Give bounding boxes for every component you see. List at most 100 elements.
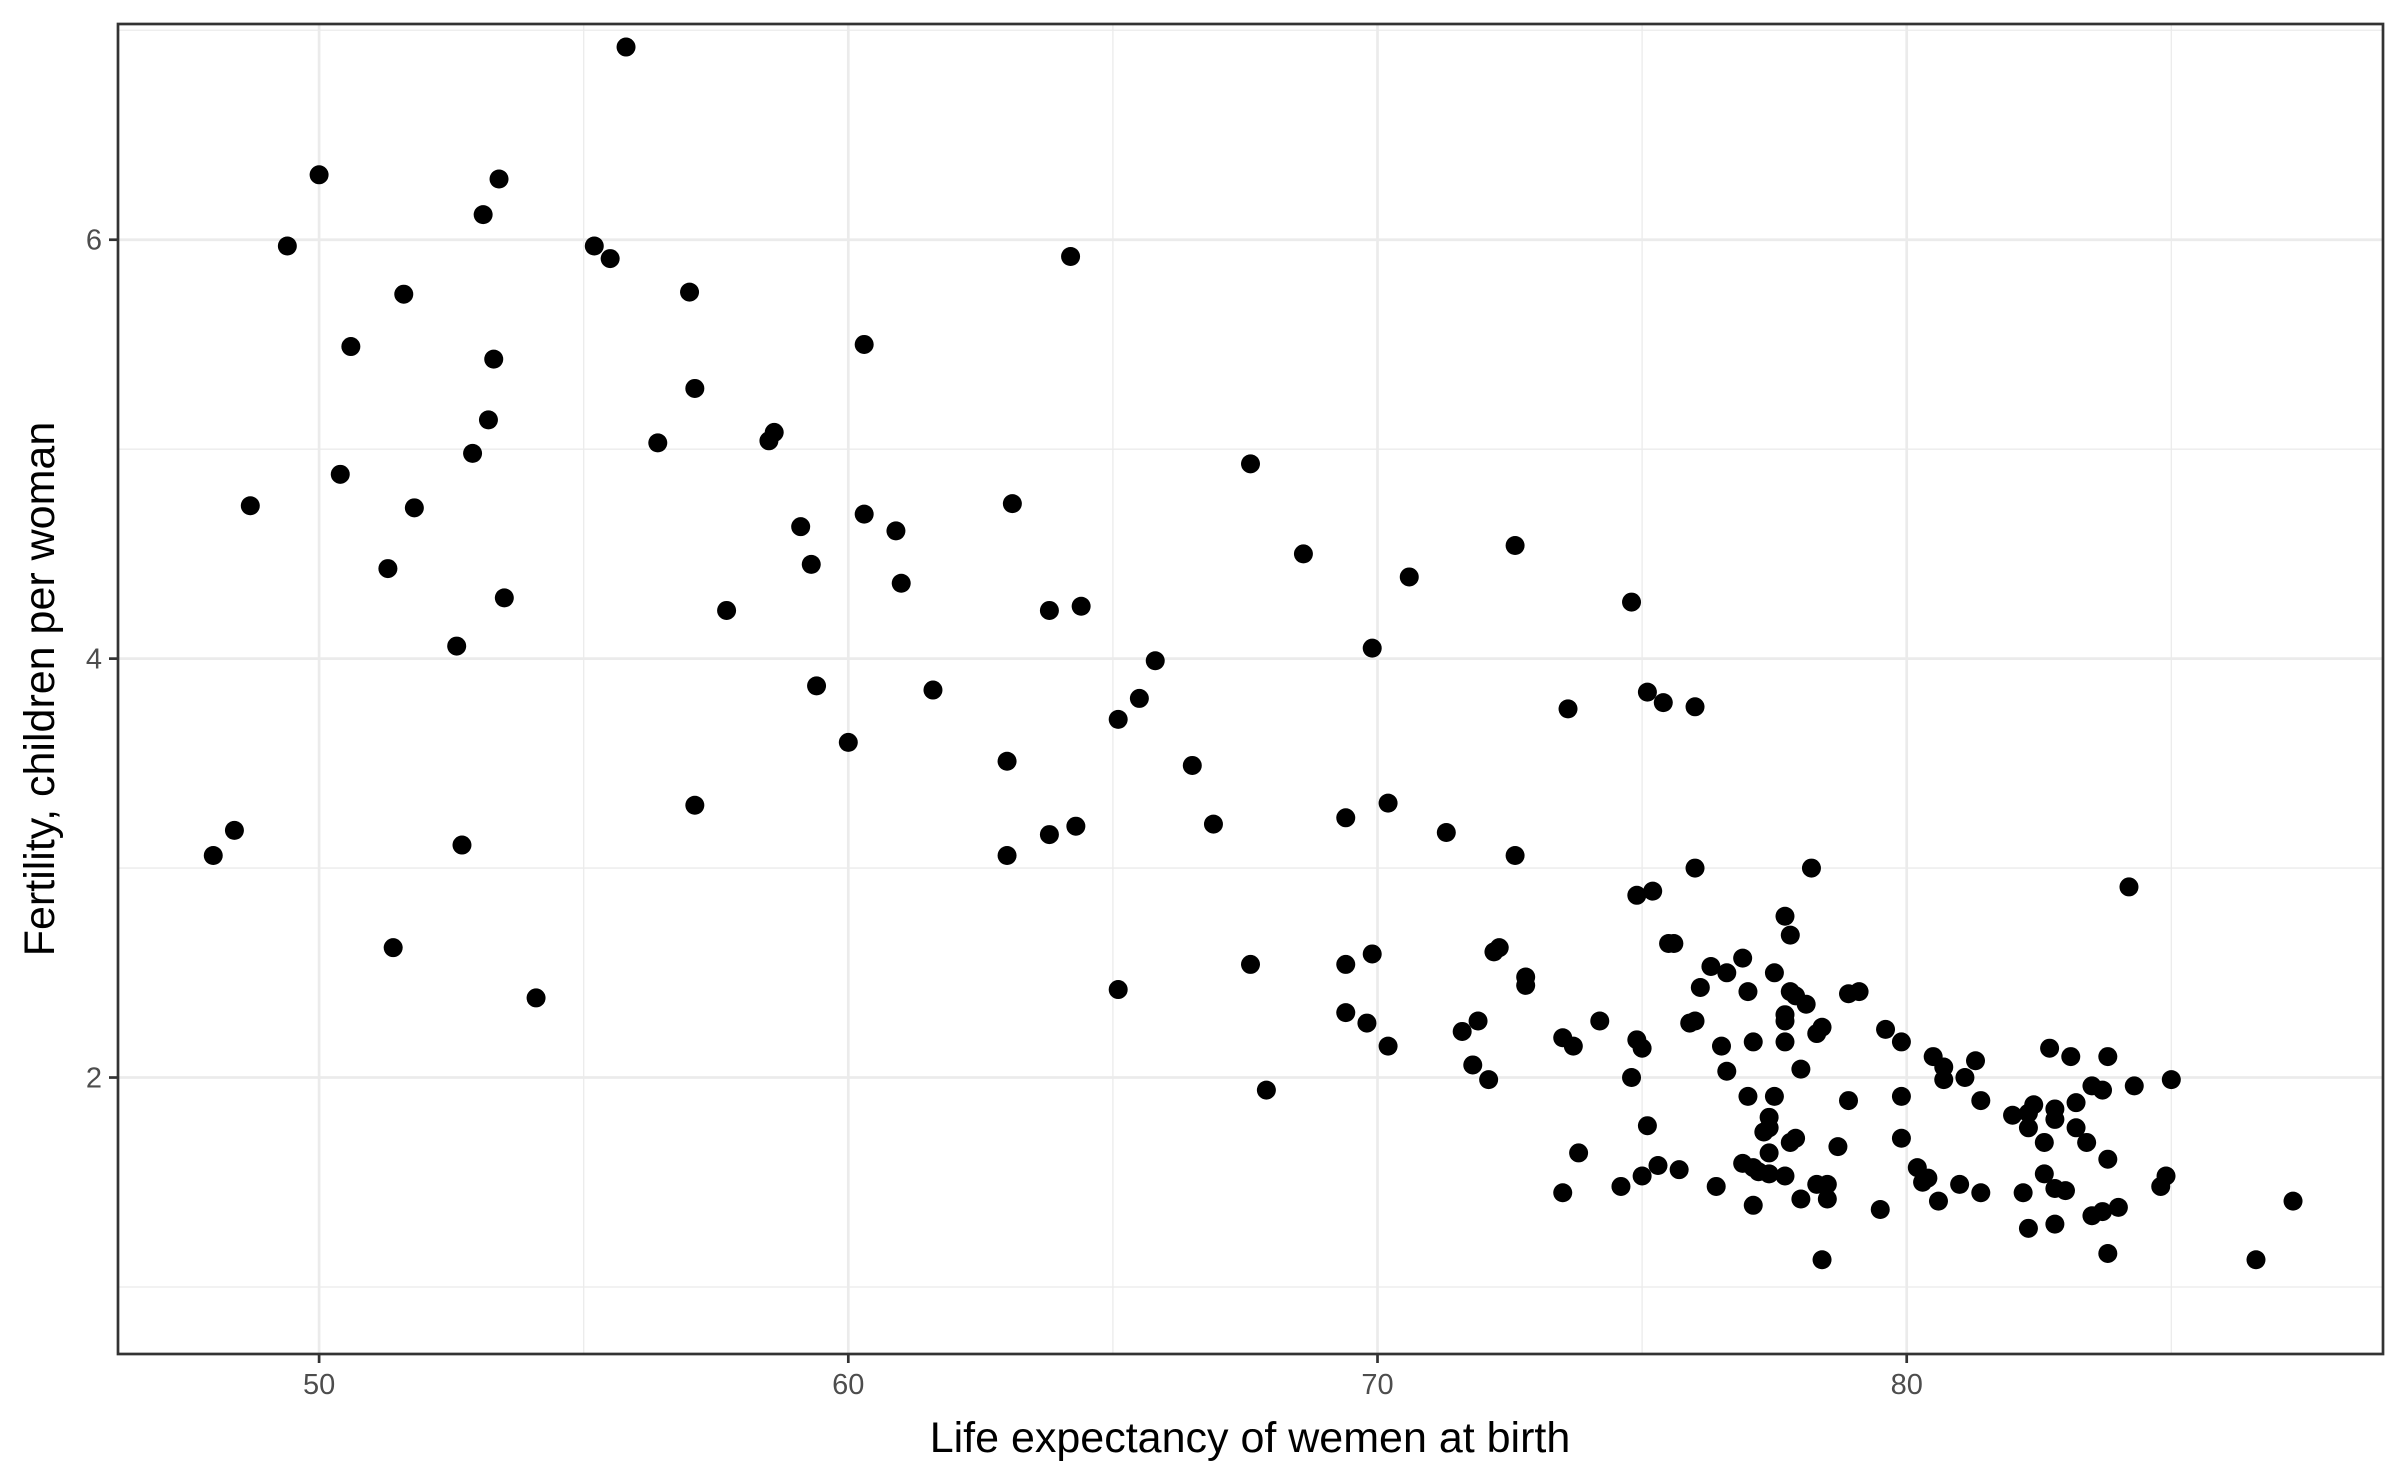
- data-point: [854, 504, 874, 524]
- data-point: [838, 732, 858, 752]
- data-point: [2018, 1118, 2038, 1138]
- data-point: [1950, 1174, 1970, 1194]
- data-point: [1061, 246, 1081, 266]
- data-point: [1632, 1166, 1652, 1186]
- data-point: [2161, 1070, 2181, 1090]
- data-point: [1484, 942, 1504, 962]
- data-point: [1764, 963, 1784, 983]
- data-point: [1643, 881, 1663, 901]
- data-point: [2151, 1176, 2171, 1196]
- data-point: [2061, 1047, 2081, 1067]
- data-point: [680, 282, 700, 302]
- data-point: [1505, 846, 1525, 866]
- y-axis-title: Fertility, children per woman: [16, 422, 64, 957]
- data-point: [1839, 1091, 1859, 1111]
- data-point: [685, 378, 705, 398]
- data-point: [378, 559, 398, 579]
- data-point: [224, 820, 244, 840]
- data-point: [1378, 793, 1398, 813]
- minor-gridlines: [118, 24, 2383, 1354]
- data-point: [203, 846, 223, 866]
- x-tick-label: 60: [832, 1369, 864, 1401]
- data-point: [2066, 1093, 2086, 1113]
- data-point: [1569, 1143, 1589, 1163]
- data-point: [2055, 1181, 2075, 1201]
- data-point: [1701, 957, 1721, 977]
- data-point: [1775, 1032, 1795, 1052]
- plot-border: [116, 22, 2385, 1356]
- data-point: [600, 249, 620, 269]
- data-point: [1870, 1199, 1890, 1219]
- data-point: [1738, 1086, 1758, 1106]
- data-point: [2003, 1105, 2023, 1125]
- data-point: [2098, 1047, 2118, 1067]
- data-point: [1637, 1116, 1657, 1136]
- x-tick-label: 50: [303, 1369, 335, 1401]
- data-point: [2013, 1183, 2033, 1203]
- data-point: [2045, 1109, 2065, 1129]
- data-point: [685, 795, 705, 815]
- data-point: [2066, 1118, 2086, 1138]
- data-point: [1913, 1172, 1933, 1192]
- data-point: [2034, 1164, 2054, 1184]
- data-point: [1336, 954, 1356, 974]
- data-point: [1203, 814, 1223, 834]
- data-point: [394, 284, 414, 304]
- data-point: [2108, 1197, 2128, 1217]
- data-point: [1738, 982, 1758, 1002]
- data-point: [1558, 699, 1578, 719]
- data-point: [1775, 1166, 1795, 1186]
- data-point: [1293, 544, 1313, 564]
- data-point: [1436, 822, 1456, 842]
- data-point: [1764, 1086, 1784, 1106]
- data-point: [1452, 1021, 1472, 1041]
- data-point: [1468, 1011, 1488, 1031]
- data-point: [1002, 494, 1022, 514]
- data-point: [1648, 1155, 1668, 1175]
- data-point: [1362, 638, 1382, 658]
- data-point: [2098, 1149, 2118, 1169]
- data-point: [1071, 596, 1091, 616]
- data-point: [1516, 975, 1536, 995]
- data-point: [1669, 1160, 1689, 1180]
- data-point: [1553, 1183, 1573, 1203]
- data-point: [1622, 592, 1642, 612]
- data-point: [2124, 1076, 2144, 1096]
- y-axis-ticks: 2 4 6: [86, 225, 118, 1095]
- data-point: [717, 600, 737, 620]
- y-tick-label: 2: [86, 1063, 102, 1095]
- data-point: [2040, 1038, 2060, 1058]
- data-point: [1711, 1036, 1731, 1056]
- data-point: [1796, 994, 1816, 1014]
- data-point: [1807, 1024, 1827, 1044]
- y-tick-label: 6: [86, 225, 102, 257]
- data-point: [891, 573, 911, 593]
- data-point: [1791, 1059, 1811, 1079]
- data-point: [478, 410, 498, 430]
- data-point: [1590, 1011, 1610, 1031]
- data-point: [2082, 1206, 2102, 1226]
- data-point: [447, 636, 467, 656]
- data-point: [1828, 1137, 1848, 1157]
- data-point: [1685, 858, 1705, 878]
- data-point: [1780, 925, 1800, 945]
- data-point: [1971, 1091, 1991, 1111]
- data-point: [1632, 1038, 1652, 1058]
- data-point: [1759, 1143, 1779, 1163]
- data-point: [1733, 948, 1753, 968]
- data-point: [1145, 651, 1165, 671]
- data-point: [791, 517, 811, 537]
- data-point: [240, 496, 260, 516]
- data-point: [2045, 1214, 2065, 1234]
- data-point: [1891, 1086, 1911, 1106]
- data-point: [489, 169, 509, 189]
- data-point: [1505, 536, 1525, 556]
- data-point: [2119, 877, 2139, 897]
- data-point: [1775, 1011, 1795, 1031]
- data-point: [1743, 1032, 1763, 1052]
- data-point: [1775, 906, 1795, 926]
- data-point: [2246, 1250, 2266, 1270]
- data-point: [277, 236, 297, 256]
- data-point: [1928, 1191, 1948, 1211]
- data-point: [1685, 697, 1705, 717]
